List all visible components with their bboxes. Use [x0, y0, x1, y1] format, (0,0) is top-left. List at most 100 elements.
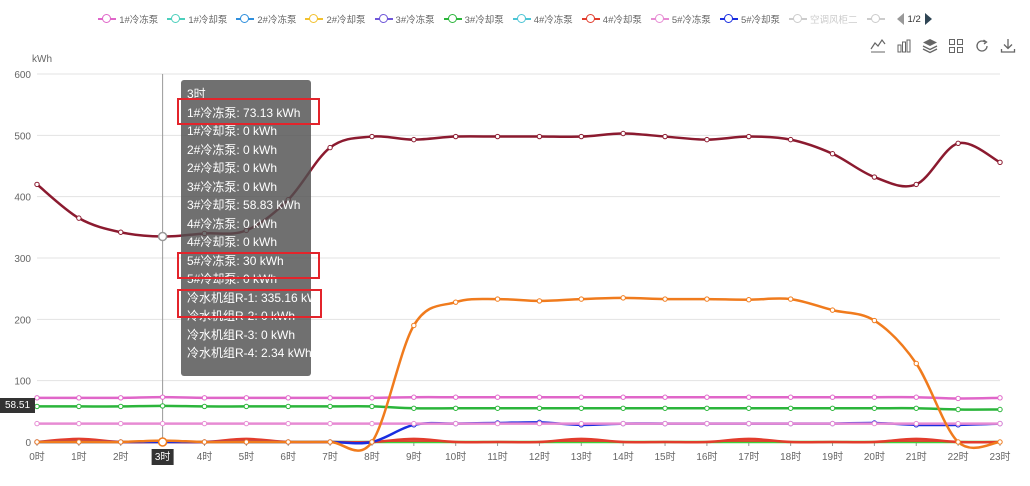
axis-pointer-label: 58.51 — [0, 398, 36, 413]
series-point — [787, 420, 794, 427]
tile-icon[interactable] — [948, 38, 964, 54]
legend-label: 1#冷却泵 — [188, 15, 228, 26]
series-point — [327, 395, 333, 401]
tooltip-line: 1#冷冻泵: 73.13 kWh — [187, 105, 301, 120]
series-point — [662, 420, 668, 427]
series-point — [369, 439, 375, 445]
next-page-icon[interactable] — [924, 13, 932, 25]
series-point — [494, 420, 501, 427]
series-point — [997, 159, 1003, 166]
series-point — [118, 403, 124, 410]
series-point — [452, 420, 459, 427]
series-point — [369, 403, 375, 410]
legend-label: 空调风柜二 — [810, 15, 858, 26]
legend-marker-icon — [789, 14, 808, 24]
series-point — [369, 395, 375, 401]
series-point — [76, 395, 82, 401]
series-point — [997, 439, 1003, 445]
x-tick-label: 1时 — [71, 451, 87, 463]
legend-item[interactable]: 3#冷冻泵 — [374, 12, 435, 26]
series-point — [997, 406, 1003, 413]
bar-chart-icon[interactable] — [896, 38, 912, 54]
series-point — [201, 439, 208, 445]
legend-item[interactable]: 4#冷却泵 — [581, 12, 642, 26]
x-tick-label: 8时 — [364, 451, 380, 463]
series-point — [411, 394, 417, 400]
x-tick-label: 3时 — [155, 451, 171, 463]
series-point — [955, 439, 961, 445]
legend-item[interactable]: 1#冷却泵 — [167, 12, 227, 26]
legend-marker-icon — [374, 14, 393, 24]
legend-item[interactable]: 5#冷却泵 — [719, 12, 780, 26]
series-point — [704, 296, 710, 302]
line-chart-icon[interactable] — [870, 38, 886, 54]
series-point — [159, 403, 166, 409]
legend-item[interactable]: 2#冷却泵 — [305, 12, 366, 26]
series-point — [369, 133, 375, 140]
download-icon[interactable] — [1000, 38, 1016, 54]
series-point — [829, 151, 836, 157]
series-line — [37, 395, 1001, 400]
legend-marker-icon — [236, 14, 255, 24]
legend-marker-icon — [305, 14, 324, 24]
x-tick-label: 14时 — [613, 451, 634, 463]
series-point — [955, 420, 961, 427]
series-point — [955, 140, 961, 147]
x-tick-label: 2时 — [113, 451, 129, 463]
legend-label: 3#冷却泵 — [464, 15, 504, 26]
series-point — [411, 136, 417, 143]
y-tick-label: 0 — [25, 438, 31, 449]
chart-tooltip: 3时 1#冷冻泵: 73.13 kWh 1#冷却泵: 0 kWh 2#冷冻泵: … — [181, 80, 325, 376]
x-tick-label: 17时 — [738, 451, 759, 463]
prev-page-icon[interactable] — [896, 13, 904, 25]
series-point — [746, 297, 752, 303]
series-point — [829, 405, 836, 411]
x-tick-label: 7时 — [322, 451, 338, 463]
x-tick-label: 11时 — [487, 451, 507, 463]
series-point — [578, 133, 585, 140]
x-tick-label: 12时 — [529, 451, 550, 463]
series-point — [494, 405, 501, 411]
tooltip-line: 3#冷冻泵: 0 kWh — [187, 179, 278, 194]
series-point — [871, 405, 878, 411]
series-point — [243, 395, 250, 401]
x-axis-pointer-label-bg — [151, 449, 174, 465]
series-point — [829, 420, 836, 427]
series-point — [536, 420, 543, 427]
restore-icon[interactable] — [974, 38, 990, 54]
x-tick-label: 9时 — [406, 451, 422, 463]
x-tick-label: 19时 — [822, 451, 843, 463]
stack-icon[interactable] — [922, 38, 938, 54]
legend-item[interactable] — [866, 14, 888, 24]
series-point — [536, 298, 543, 304]
legend-item[interactable]: 5#冷冻泵 — [650, 12, 711, 26]
legend-item[interactable]: 空调风柜二 — [789, 12, 858, 26]
x-tick-label: 0时 — [29, 451, 45, 463]
series-point — [452, 299, 459, 305]
series-point — [34, 181, 40, 188]
series-point — [285, 420, 291, 427]
legend-marker-icon — [98, 14, 117, 24]
series-point — [452, 405, 459, 411]
series-point — [871, 394, 878, 400]
series-point — [327, 403, 333, 410]
series-point — [913, 420, 919, 427]
series-point — [243, 420, 250, 427]
highlight-point — [157, 437, 168, 447]
legend-item[interactable]: 2#冷冻泵 — [236, 12, 296, 26]
x-tick-label: 21时 — [906, 451, 927, 463]
series-point — [662, 405, 668, 411]
series-line — [36, 404, 1001, 411]
tooltip-line: 2#冷冻泵: 0 kWh — [187, 142, 278, 157]
highlight-box — [177, 252, 320, 279]
legend-marker-icon — [512, 14, 531, 24]
series-point — [76, 439, 82, 445]
legend-item[interactable]: 3#冷却泵 — [443, 12, 504, 26]
series-point — [285, 439, 291, 445]
highlight-box — [177, 98, 320, 125]
legend-item[interactable]: 1#冷冻泵 — [98, 12, 158, 26]
series-point — [118, 395, 124, 401]
x-tick-label: 23时 — [989, 451, 1010, 463]
legend-item[interactable]: 4#冷冻泵 — [512, 12, 573, 26]
series-point — [34, 439, 40, 445]
